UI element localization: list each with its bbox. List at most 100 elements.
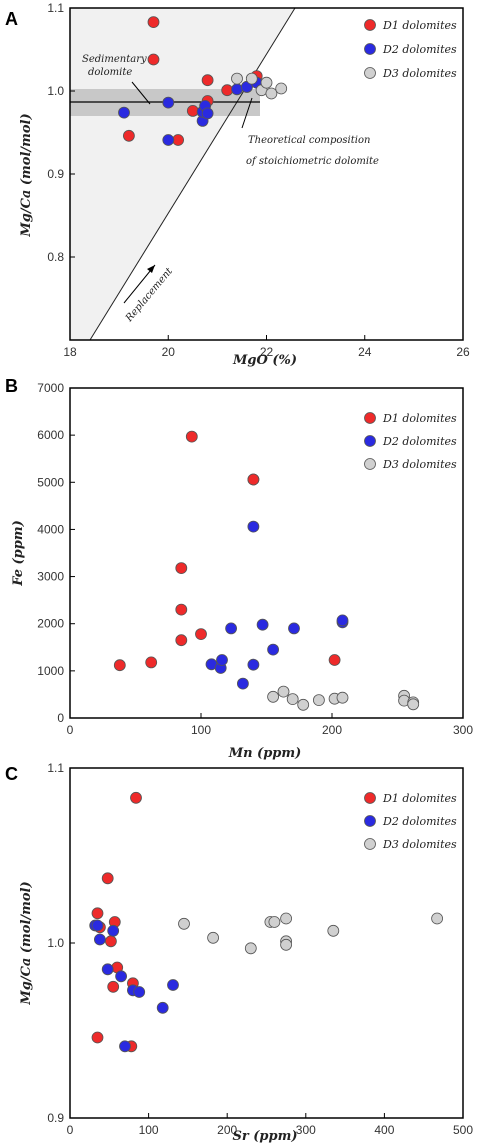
data-point <box>147 53 160 66</box>
legend-label: D3 dolomites <box>382 838 457 851</box>
data-point <box>297 698 310 711</box>
data-point <box>286 693 299 705</box>
x-tick-label: 0 <box>67 1123 74 1137</box>
panel-a-ylabel: Mg/Ca (mol/mol) <box>19 113 34 237</box>
data-point <box>231 72 243 85</box>
data-point <box>207 931 220 944</box>
legend-label: D3 dolomites <box>382 67 457 80</box>
stoichiometric-arrow <box>241 97 253 129</box>
x-tick-label: 26 <box>456 345 470 359</box>
panel-a-legend: D1 dolomites D2 dolomites D3 dolomites <box>364 19 457 80</box>
legend-label: D2 dolomites <box>382 43 457 56</box>
data-point <box>175 562 188 574</box>
x-tick-label: 200 <box>217 1123 237 1137</box>
x-tick-label: 0 <box>67 723 74 737</box>
panel-c-ticks: 0 100 200 300 400 500 0.9 1.0 1.1 <box>47 761 473 1137</box>
data-point <box>175 634 188 647</box>
legend-label: D3 dolomites <box>382 458 457 471</box>
y-tick-label: 1.0 <box>47 936 64 950</box>
x-tick-label: 22 <box>260 345 274 359</box>
panel-b-xlabel: Mn (ppm) <box>228 746 302 761</box>
y-tick-label: 1000 <box>37 664 64 678</box>
data-point <box>91 919 104 932</box>
data-point <box>107 924 120 937</box>
data-point <box>107 980 120 993</box>
legend-label: D1 dolomites <box>382 19 457 32</box>
panel-letter-b: B <box>5 376 18 396</box>
data-point <box>275 82 288 95</box>
data-point <box>225 622 238 635</box>
panel-b-ylabel: Fe (ppm) <box>11 520 26 587</box>
legend-marker <box>364 458 376 470</box>
data-point <box>256 618 269 631</box>
data-point <box>156 1001 169 1014</box>
data-point <box>244 942 257 955</box>
panel-a: A 18 20 22 24 26 0.8 0.9 1.0 1.1 Sedimentary dol… <box>5 1 470 368</box>
data-point <box>119 1040 131 1053</box>
panel-letter-a: A <box>5 9 18 29</box>
y-tick-label: 6000 <box>37 428 64 442</box>
data-point <box>247 658 260 671</box>
data-point <box>221 84 234 97</box>
legend-marker <box>364 19 376 31</box>
data-point <box>162 96 175 109</box>
data-point <box>185 430 198 443</box>
panel-c-xlabel: Sr (ppm) <box>233 1129 298 1144</box>
plot-b-points <box>113 430 420 711</box>
legend-marker <box>364 792 376 804</box>
data-point <box>178 917 190 930</box>
data-point <box>268 916 281 928</box>
data-point <box>280 938 293 951</box>
data-point <box>201 107 214 120</box>
data-point <box>167 979 179 991</box>
panel-c: C 0 100 200 300 400 500 0.9 1.0 1.1 Sr (ppm) Mg/… <box>5 761 473 1144</box>
data-point <box>147 16 160 29</box>
annotation-dolomite: dolomite <box>88 67 132 78</box>
panel-b-legend: D1 dolomites D2 dolomites D3 dolomites <box>364 412 457 471</box>
data-point <box>118 106 130 119</box>
annotation-sedimentary: Sedimentary <box>82 54 147 65</box>
legend-label: D1 dolomites <box>382 412 457 425</box>
data-point <box>105 935 117 948</box>
data-point <box>91 907 104 920</box>
panel-b-frame <box>69 387 464 719</box>
sedimentary-arrow <box>131 81 151 105</box>
data-point <box>260 76 273 89</box>
annotation-theoretical: Theoretical composition <box>248 135 370 146</box>
y-tick-label: 1.1 <box>47 1 64 15</box>
data-point <box>216 654 228 666</box>
y-tick-label: 5000 <box>37 475 64 489</box>
data-point <box>431 912 444 925</box>
data-point <box>133 986 146 998</box>
data-point <box>247 473 260 486</box>
data-point <box>267 643 280 656</box>
legend-marker <box>364 815 376 827</box>
y-tick-label: 0.9 <box>47 167 64 181</box>
data-point <box>328 654 341 666</box>
panel-a-ticks: 18 20 22 24 26 0.8 0.9 1.0 1.1 <box>47 1 470 359</box>
data-point <box>267 690 280 703</box>
x-tick-label: 100 <box>191 723 211 737</box>
data-point <box>91 1031 104 1044</box>
data-point <box>245 72 258 85</box>
panel-letter-c: C <box>5 764 18 784</box>
annotation-stoichiometric: of stoichiometric dolomite <box>246 156 379 167</box>
data-point <box>162 134 175 146</box>
plot-a-points <box>118 16 288 146</box>
legend-marker <box>364 435 376 447</box>
y-tick-label: 7000 <box>37 381 64 395</box>
x-tick-label: 18 <box>63 345 77 359</box>
data-point <box>231 83 243 96</box>
x-tick-label: 200 <box>322 723 342 737</box>
data-point <box>175 603 188 616</box>
x-tick-label: 500 <box>453 1123 473 1137</box>
data-point <box>236 677 249 690</box>
data-point <box>336 691 349 704</box>
panel-a-xlabel: MgO (%) <box>232 353 297 368</box>
legend-marker <box>364 67 376 79</box>
y-tick-label: 2000 <box>37 617 64 631</box>
data-point <box>94 933 106 946</box>
legend-label: D1 dolomites <box>382 792 457 805</box>
